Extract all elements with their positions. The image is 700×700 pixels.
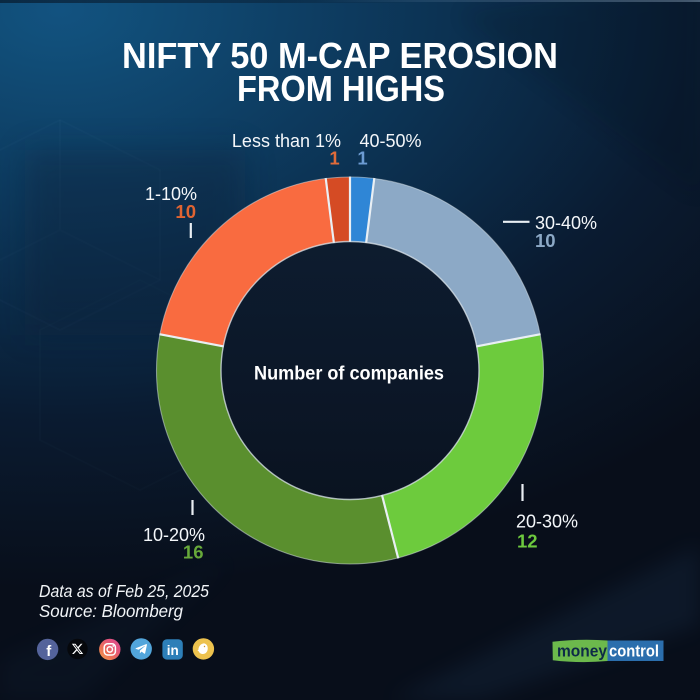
svg-text:30-40%: 30-40% [535,213,597,233]
svg-text:in: in [167,643,179,658]
svg-text:10: 10 [175,201,196,222]
svg-text:1-10%: 1-10% [145,184,197,204]
svg-text:NIFTY 50 M-CAP EROSION: NIFTY 50 M-CAP EROSION [122,35,558,76]
svg-text:20-30%: 20-30% [516,512,578,532]
svg-text:money: money [557,643,608,661]
svg-text:1: 1 [357,148,367,169]
svg-text:40-50%: 40-50% [360,131,422,151]
svg-text:Number of companies: Number of companies [254,364,444,385]
svg-text:16: 16 [183,542,204,563]
svg-text:Data as of Feb 25, 2025: Data as of Feb 25, 2025 [39,581,209,601]
svg-text:FROM HIGHS: FROM HIGHS [237,68,445,109]
svg-text:1: 1 [329,148,339,169]
svg-text:10: 10 [535,230,556,251]
svg-text:Less than 1%: Less than 1% [232,131,341,151]
svg-text:12: 12 [517,531,538,552]
svg-text:10-20%: 10-20% [143,525,205,545]
svg-text:Source: Bloomberg: Source: Bloomberg [39,601,183,621]
svg-text:control: control [609,643,659,661]
svg-text:f: f [46,643,52,660]
